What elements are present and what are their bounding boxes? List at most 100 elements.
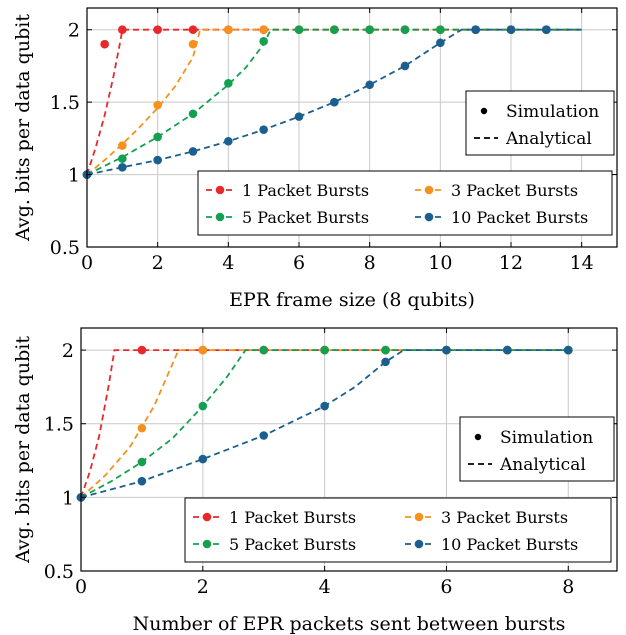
legend-series-marker-4 <box>414 539 424 549</box>
simulation-point-4 <box>118 163 127 172</box>
legend-series-marker-3 <box>202 539 212 549</box>
simulation-point-3 <box>118 154 127 163</box>
simulation-point-3 <box>259 37 268 46</box>
legend-analytical-label: Analytical <box>499 455 586 475</box>
legend-series: 1 Packet Bursts 3 Packet Bursts 5 Packet B… <box>197 170 613 236</box>
simulation-point-4 <box>365 80 374 90</box>
legend-simulation-marker <box>480 107 488 115</box>
y-tick-label: 2 <box>62 340 74 362</box>
x-tick-label: 8 <box>562 576 574 598</box>
x-axis-label: EPR frame size (8 qubits) <box>229 289 475 311</box>
x-tick-label: 0 <box>81 252 93 274</box>
legend-style: Simulation Analytical <box>465 90 615 156</box>
legend-series-marker-1 <box>215 185 225 195</box>
simulation-point-4 <box>153 155 162 165</box>
simulation-point-4 <box>471 25 480 35</box>
legend-simulation-label: Simulation <box>506 102 599 122</box>
x-tick-label: 12 <box>499 252 523 274</box>
simulation-point-4 <box>330 97 339 107</box>
simulation-point-3 <box>330 25 339 35</box>
simulation-point-3 <box>365 25 374 35</box>
simulation-point-4 <box>381 357 390 367</box>
legend-series-label-2: 3 Packet Bursts <box>441 508 568 527</box>
simulation-point-3 <box>259 345 269 355</box>
legend-series-label-1: 1 Packet Bursts <box>229 508 356 527</box>
x-tick-label: 8 <box>364 252 376 274</box>
simulation-point-2 <box>259 25 268 35</box>
simulation-point-4 <box>259 125 268 134</box>
simulation-point-3 <box>153 132 162 142</box>
simulation-point-4 <box>506 25 516 35</box>
legend-style-box <box>465 90 615 156</box>
y-axis-label: Avg. bits per data qubit <box>12 14 34 242</box>
simulation-point-4 <box>436 38 445 48</box>
legend-series-label-1: 1 Packet Bursts <box>242 181 369 200</box>
y-tick-label: 2 <box>68 20 80 42</box>
plot-frame <box>80 327 618 572</box>
y-tick-label: 1 <box>62 487 74 509</box>
simulation-point-4 <box>294 112 304 121</box>
y-tick-label: 1.5 <box>44 414 74 436</box>
legend-series-marker-4 <box>424 212 434 222</box>
simulation-point-2 <box>224 25 233 35</box>
legend-series-label-4: 10 Packet Bursts <box>441 535 578 554</box>
simulation-point-3 <box>198 401 208 411</box>
x-axis-label: Number of EPR packets sent between burst… <box>133 613 566 635</box>
legend-series-label-4: 10 Packet Bursts <box>451 208 588 227</box>
simulation-point-4 <box>542 25 551 35</box>
legend-series-label-3: 5 Packet Bursts <box>242 208 369 227</box>
analytical-line-3 <box>80 349 569 499</box>
simulation-point-3 <box>224 79 233 88</box>
legend-series-marker-1 <box>202 512 212 522</box>
x-tick-label: 2 <box>197 576 209 598</box>
legend-style: Simulation Analytical <box>459 416 615 482</box>
bottom-chart: 0 2 4 6 8 0.5 1 1.5 2 Number of EPR packets sent … <box>12 327 618 635</box>
simulation-point-3 <box>436 25 445 35</box>
simulation-point-4 <box>400 61 410 71</box>
legend-series-label-3: 5 Packet Bursts <box>229 535 356 554</box>
simulation-point-3 <box>381 345 390 355</box>
simulation-point-2 <box>198 345 208 355</box>
simulation-point-1 <box>188 25 198 35</box>
x-tick-label: 0 <box>75 576 87 598</box>
x-tick-label: 6 <box>440 576 452 598</box>
legend-simulation-label: Simulation <box>500 428 593 448</box>
simulation-point-3 <box>188 109 198 119</box>
simulation-point-2 <box>137 423 147 433</box>
legend-series-marker-2 <box>414 512 424 522</box>
legend-style-box <box>459 416 615 482</box>
legend-series-marker-3 <box>215 212 225 222</box>
legend-series-marker-2 <box>424 185 434 195</box>
analytical-line-1 <box>80 349 569 498</box>
simulation-point-4 <box>259 431 269 440</box>
legend-series-label-2: 3 Packet Bursts <box>451 181 578 200</box>
top-chart: 0 2 4 6 8 10 12 14 0.5 1 1.5 2 EPR frame size (8 qub… <box>12 7 618 311</box>
simulation-point-3 <box>137 457 147 467</box>
plot-frame <box>86 7 618 248</box>
simulation-point-4 <box>503 345 512 355</box>
simulation-point-3 <box>320 345 329 355</box>
x-tick-label: 10 <box>428 252 452 274</box>
simulation-point-4 <box>137 476 147 486</box>
simulation-point-4 <box>320 401 329 411</box>
simulation-point-4 <box>198 454 208 464</box>
simulation-point-3 <box>294 25 304 35</box>
x-tick-label: 4 <box>319 576 331 598</box>
x-tick-label: 4 <box>222 252 234 274</box>
simulation-point-2 <box>153 100 162 110</box>
legend-series-box <box>184 497 612 563</box>
simulation-point-4 <box>188 147 198 156</box>
legend-series: 1 Packet Bursts 3 Packet Bursts 5 Packet B… <box>184 497 612 563</box>
simulation-point-2 <box>118 141 127 150</box>
x-tick-label: 14 <box>570 252 594 274</box>
y-axis-label: Avg. bits per data qubit <box>12 336 34 564</box>
simulation-point-2 <box>188 39 198 49</box>
legend-analytical-label: Analytical <box>505 129 592 149</box>
x-tick-label: 2 <box>152 252 164 274</box>
legend-simulation-marker <box>474 433 482 441</box>
simulation-point-1 <box>153 25 162 35</box>
analytical-line-2 <box>86 28 582 176</box>
x-tick-label: 6 <box>293 252 305 274</box>
legend-series-box <box>197 170 613 236</box>
y-tick-label: 1 <box>68 165 80 187</box>
